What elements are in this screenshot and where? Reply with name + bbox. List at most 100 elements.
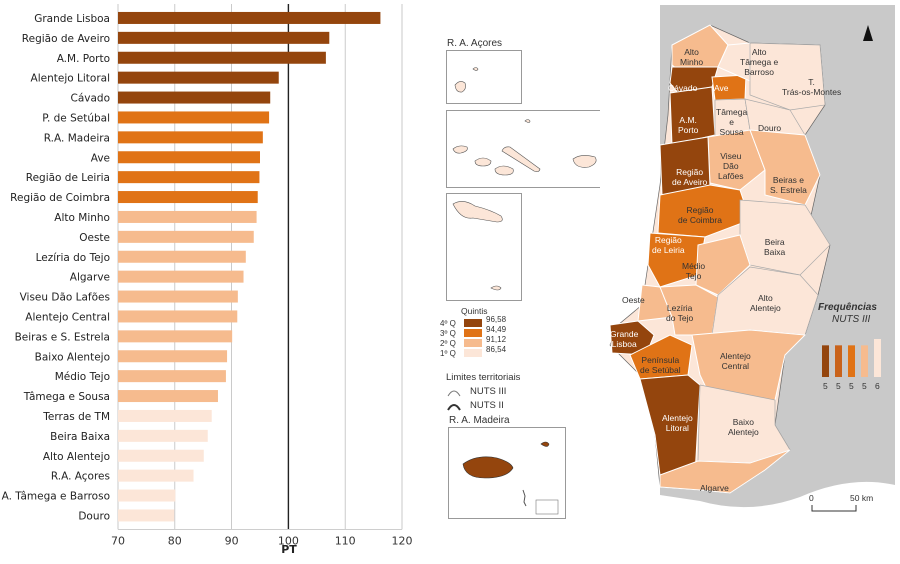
category-label: P. de Setúbal	[42, 112, 110, 124]
acores-inset-central	[446, 110, 604, 188]
category-label: Médio Tejo	[55, 371, 110, 383]
x-tick-label: 80	[168, 534, 182, 547]
region-algarve	[659, 449, 791, 494]
bar	[118, 11, 381, 24]
category-label: Douro	[78, 510, 110, 522]
bar	[118, 270, 244, 283]
bar	[118, 429, 208, 442]
freq-bar	[835, 345, 842, 377]
label-beira-baixa: Beira Baixa	[764, 237, 786, 257]
freq-title: Frequências	[818, 302, 877, 313]
bar	[118, 449, 204, 462]
category-label: Alentejo Central	[25, 311, 110, 323]
quintil-label: 1º Q	[440, 349, 456, 358]
bar	[118, 171, 260, 184]
bar	[118, 330, 233, 343]
category-label: Beira Baixa	[50, 431, 110, 443]
quintil-value: 94,49	[486, 325, 507, 334]
label-viseu: Viseu Dão Lafões	[718, 151, 744, 181]
label-coimbra: Região de Coimbra	[678, 205, 722, 225]
category-label: R.A. Madeira	[44, 132, 110, 144]
category-label: Alentejo Litoral	[31, 73, 110, 85]
x-tick-label: 110	[335, 534, 356, 547]
bar	[118, 230, 254, 243]
limites-title: Limites territoriais	[446, 372, 521, 383]
region-alentejo-central	[691, 329, 807, 401]
freq-value: 5	[849, 381, 854, 391]
label-beiras: Beiras e S. Estrela	[770, 175, 807, 195]
quintil-value: 86,54	[486, 345, 507, 354]
quintis-title: Quintis	[461, 306, 488, 316]
x-tick-label: 120	[392, 534, 413, 547]
bar	[118, 250, 246, 263]
label-leziria: Lezíria do Tejo	[666, 303, 694, 323]
region-leiria	[647, 232, 706, 288]
bar	[118, 131, 263, 144]
limites-nuts2-label: NUTS II	[470, 400, 504, 411]
quintil-swatch	[464, 319, 482, 327]
quintis-legend: 4º Q 96,58 3º Q 94,49 2º Q 91,12 1º Q 86,54	[440, 315, 520, 364]
bar	[118, 71, 279, 84]
label-terras-tm: T. Trás-os-Montes	[782, 77, 842, 97]
scale-50km: 50 km	[850, 493, 874, 503]
quintil-label: 3º Q	[440, 329, 456, 338]
category-label: Grande Lisboa	[34, 13, 110, 25]
region-setubal	[629, 334, 693, 380]
label-cavado: Cávado	[668, 83, 698, 93]
madeira-title: R. A. Madeira	[449, 415, 510, 426]
portugal-map: Alto Minho Cávado Ave Alto Tâmega e Barr…	[600, 5, 895, 525]
category-label: A.M. Porto	[57, 53, 110, 65]
category-label: Beiras e S. Estrela	[15, 331, 110, 343]
category-label: Região de Leiria	[26, 172, 110, 184]
category-label: Oeste	[79, 232, 110, 244]
label-alto-tamega: Alto Tâmega e Barroso	[740, 47, 779, 77]
frequency-bars	[822, 339, 881, 377]
madeira-inset	[448, 427, 566, 519]
category-label: R.A. Açores	[51, 471, 110, 483]
quintil-row: 1º Q 86,54	[440, 345, 520, 358]
category-label: Alto Minho	[54, 212, 110, 224]
bar	[118, 210, 257, 223]
quintil-label: 4º Q	[440, 319, 456, 328]
quintil-row: 2º Q 91,12	[440, 335, 520, 348]
label-algarve: Algarve	[700, 483, 729, 493]
limites-legend: NUTS III NUTS II	[446, 384, 556, 414]
label-grande-lisboa: Grande Lisboa	[610, 329, 639, 349]
freq-value: 5	[823, 381, 828, 391]
x-axis-label: PT	[281, 543, 297, 556]
map-svg	[600, 5, 895, 525]
quintil-row: 3º Q 94,49	[440, 325, 520, 338]
category-label: Região de Aveiro	[22, 33, 110, 45]
label-am-porto: A.M. Porto	[678, 115, 699, 135]
label-tamega-sousa: Tâmega e Sousa	[716, 107, 748, 137]
label-alto-minho: Alto Minho	[680, 47, 704, 67]
bar	[118, 390, 218, 403]
quintil-swatch	[464, 329, 482, 337]
bar	[118, 350, 228, 363]
bar	[118, 469, 194, 482]
north-arrow-icon	[863, 25, 873, 41]
scale-bar	[811, 505, 857, 512]
category-label: Algarve	[70, 272, 110, 284]
label-aveiro: Região de Aveiro	[672, 167, 708, 187]
label-alto-alentejo: Alto Alentejo	[750, 293, 781, 313]
quintil-value: 91,12	[486, 335, 507, 344]
label-alentejo-central: Alentejo Central	[720, 351, 751, 371]
freq-bar	[861, 345, 868, 377]
acores-title: R. A. Açores	[447, 38, 503, 49]
label-ave: Ave	[714, 83, 729, 93]
bar	[118, 310, 238, 323]
scale-zero: 0	[809, 493, 814, 503]
bar	[118, 409, 212, 422]
quintil-row: 4º Q 96,58	[440, 315, 520, 328]
freq-bar	[848, 345, 855, 377]
region-terras-tm	[749, 42, 826, 111]
x-tick-label: 100	[278, 534, 299, 547]
acores-inset-oriental	[446, 193, 522, 301]
freq-bar	[822, 345, 829, 377]
label-baixo-alentejo: Baixo Alentejo	[728, 417, 759, 437]
quintil-swatch	[464, 339, 482, 347]
freq-bar	[874, 339, 881, 377]
bar	[118, 370, 226, 383]
bar	[118, 151, 260, 164]
